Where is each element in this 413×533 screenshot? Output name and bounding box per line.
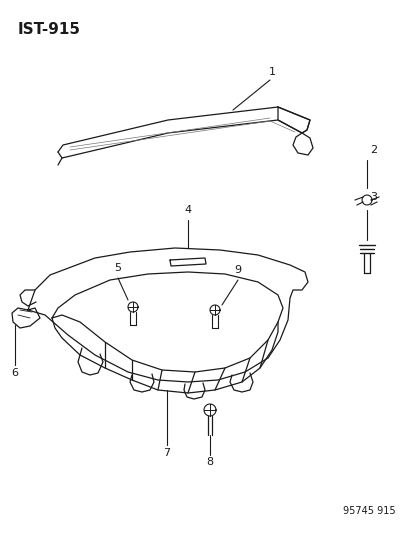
Text: 5: 5 — [114, 263, 121, 273]
Text: 9: 9 — [234, 265, 241, 275]
Text: 2: 2 — [369, 145, 376, 155]
Text: 7: 7 — [163, 448, 170, 458]
Text: IST-915: IST-915 — [18, 22, 81, 37]
Text: 1: 1 — [268, 67, 275, 77]
Text: 4: 4 — [184, 205, 191, 215]
Text: 6: 6 — [12, 368, 19, 378]
Text: 3: 3 — [369, 192, 376, 202]
Text: 95745 915: 95745 915 — [342, 506, 395, 516]
Text: 8: 8 — [206, 457, 213, 467]
